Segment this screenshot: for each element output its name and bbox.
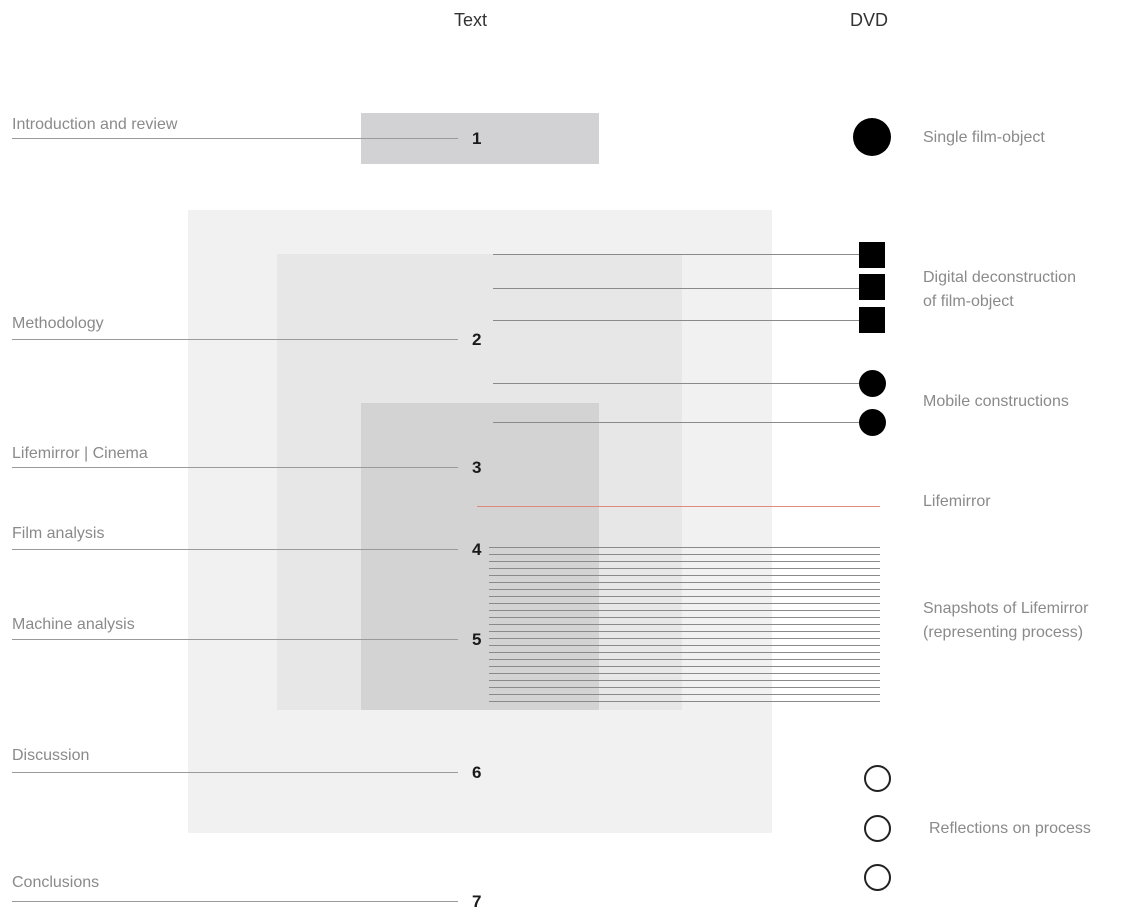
snapshot-line — [489, 610, 880, 611]
chapter-number-6: 6 — [472, 763, 482, 782]
deconstruction-line-2 — [493, 288, 859, 289]
dvd-label-digital-deconstruction-line1: Digital deconstruction — [923, 269, 1076, 286]
snapshot-line — [489, 603, 880, 604]
dvd-label-lifemirror: Lifemirror — [923, 493, 991, 510]
chapter-number-7: 7 — [472, 892, 482, 911]
chapter-line-2 — [12, 339, 458, 340]
chapter-label-methodology: Methodology — [12, 315, 104, 332]
snapshot-line — [489, 687, 880, 688]
snapshot-line — [489, 659, 880, 660]
snapshot-line — [489, 638, 880, 639]
chapter-label-introduction: Introduction and review — [12, 116, 178, 133]
chapter-line-3 — [12, 467, 458, 468]
snapshot-line — [489, 701, 880, 702]
deconstruction-line-1 — [493, 254, 859, 255]
chapter-number-3: 3 — [472, 458, 482, 477]
chapter-line-4 — [12, 549, 458, 550]
mobile-construction-circle-icon-1 — [859, 370, 886, 397]
inner-box-chapters-3-5 — [361, 403, 599, 710]
dvd-column-header: DVD — [850, 10, 889, 30]
snapshot-line — [489, 652, 880, 653]
deconstruction-square-icon-2 — [859, 274, 885, 300]
chapter-number-2: 2 — [472, 330, 482, 349]
snapshot-line — [489, 673, 880, 674]
snapshot-line — [489, 694, 880, 695]
dvd-label-snapshots-line2: (representing process) — [923, 624, 1084, 641]
snapshot-line — [489, 582, 880, 583]
chapter-label-machine-analysis: Machine analysis — [12, 616, 135, 633]
mobile-construction-line-2 — [493, 422, 859, 423]
dvd-label-single-film-object: Single film-object — [923, 129, 1045, 146]
lifemirror-line — [477, 506, 880, 507]
dvd-label-snapshots: Snapshots of Lifemirror (representing pr… — [923, 597, 1088, 645]
chapter-label-lifemirror-cinema: Lifemirror | Cinema — [12, 445, 148, 462]
chapter-label-conclusions: Conclusions — [12, 874, 100, 891]
reflection-open-circle-icon-3 — [864, 864, 891, 891]
chapter-line-5 — [12, 639, 458, 640]
dvd-label-digital-deconstruction-line2: of film-object — [923, 293, 1014, 310]
chapter-number-1: 1 — [472, 129, 482, 148]
deconstruction-line-3 — [493, 320, 859, 321]
snapshot-lines-group — [489, 547, 880, 707]
dvd-label-mobile-constructions: Mobile constructions — [923, 393, 1069, 410]
dvd-label-snapshots-line1: Snapshots of Lifemirror — [923, 600, 1089, 617]
snapshot-line — [489, 554, 880, 555]
text-column-header: Text — [454, 10, 488, 30]
snapshot-line — [489, 645, 880, 646]
deconstruction-square-icon-3 — [859, 307, 885, 333]
chapter-label-film-analysis: Film analysis — [12, 525, 105, 542]
chapter-line-7 — [12, 901, 458, 902]
reflection-open-circle-icon-1 — [864, 765, 891, 792]
chapter-number-5: 5 — [472, 630, 482, 649]
chapter-number-4: 4 — [472, 540, 482, 559]
snapshot-line — [489, 596, 880, 597]
mobile-construction-circle-icon-2 — [859, 409, 886, 436]
single-film-object-circle-icon — [853, 118, 891, 156]
snapshot-line — [489, 575, 880, 576]
mobile-construction-line-1 — [493, 383, 859, 384]
snapshot-line — [489, 680, 880, 681]
snapshot-line — [489, 624, 880, 625]
snapshot-line — [489, 547, 880, 548]
deconstruction-square-icon-1 — [859, 242, 885, 268]
snapshot-line — [489, 561, 880, 562]
snapshot-line — [489, 617, 880, 618]
dvd-label-reflections: Reflections on process — [929, 820, 1091, 837]
snapshot-line — [489, 631, 880, 632]
snapshot-line — [489, 666, 880, 667]
chapter-line-6 — [12, 772, 458, 773]
reflection-open-circle-icon-2 — [864, 815, 891, 842]
chapter-line-1 — [12, 138, 458, 139]
snapshot-line — [489, 568, 880, 569]
dvd-label-digital-deconstruction: Digital deconstruction of film-object — [923, 266, 1076, 314]
chapter-label-discussion: Discussion — [12, 747, 90, 764]
snapshot-line — [489, 589, 880, 590]
